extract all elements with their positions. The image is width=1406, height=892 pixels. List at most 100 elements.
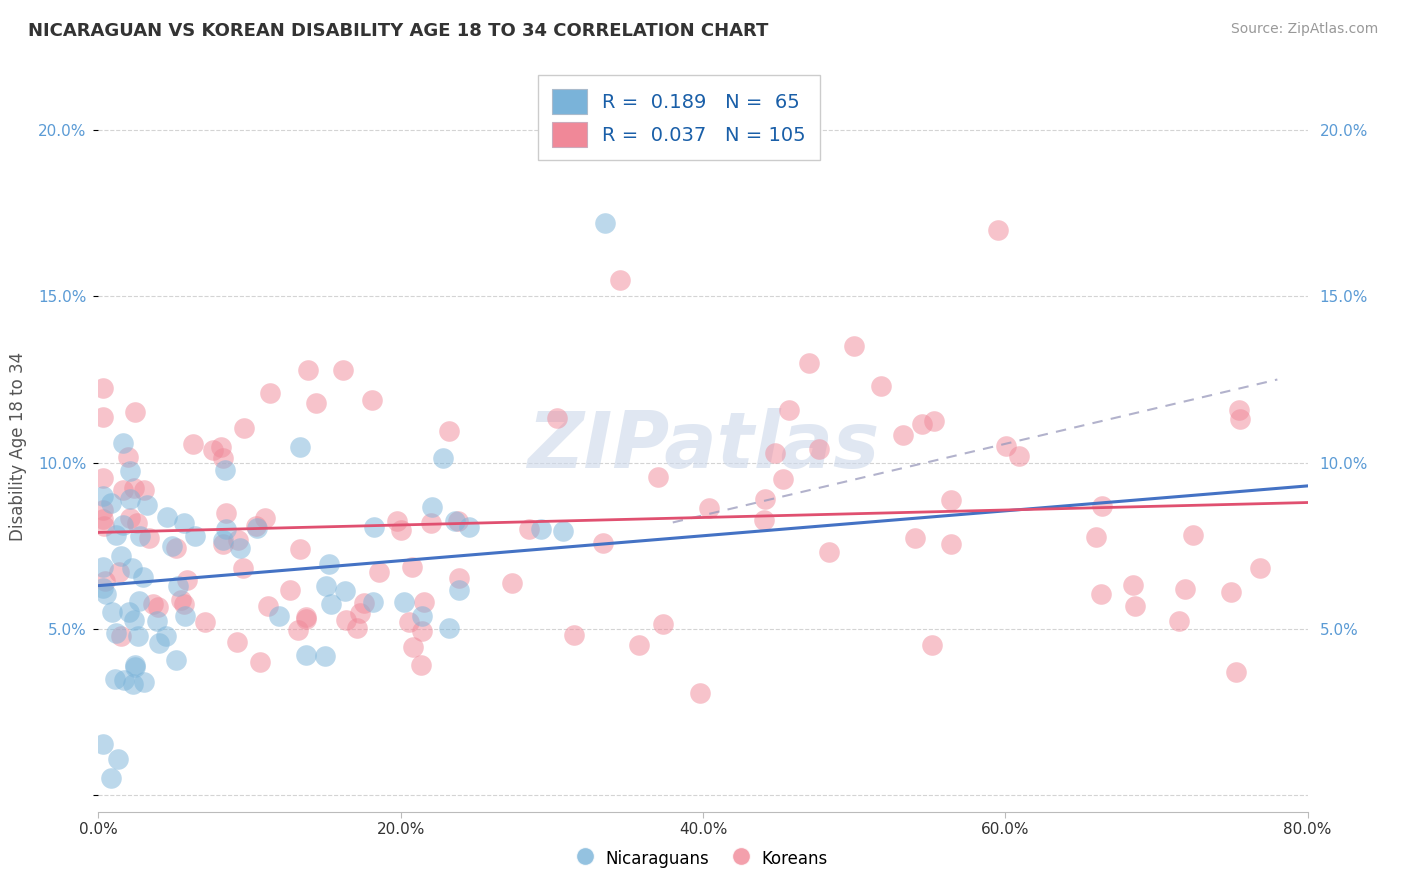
Point <box>1182 527 1205 541</box>
Point <box>332 362 354 376</box>
Point <box>211 537 233 551</box>
Point <box>297 363 319 377</box>
Point <box>91 489 114 503</box>
Point <box>443 514 465 528</box>
Point <box>763 446 786 460</box>
Point <box>295 611 318 625</box>
Point <box>1219 585 1241 599</box>
Point <box>939 493 962 508</box>
Point <box>194 615 217 629</box>
Point <box>401 559 423 574</box>
Point <box>91 582 114 596</box>
Point <box>363 520 385 534</box>
Point <box>1168 615 1191 629</box>
Point <box>349 606 371 620</box>
Point <box>146 614 169 628</box>
Point <box>335 613 357 627</box>
Point <box>593 216 616 230</box>
Point <box>447 514 470 528</box>
Point <box>101 605 124 619</box>
Point <box>447 582 470 597</box>
Point <box>120 511 142 525</box>
Point <box>91 381 114 395</box>
Point <box>120 491 142 506</box>
Point <box>111 518 134 533</box>
Point <box>110 549 132 563</box>
Point <box>225 634 247 648</box>
Point <box>100 496 122 510</box>
Point <box>176 574 198 588</box>
Point <box>389 523 412 537</box>
Point <box>290 541 312 556</box>
Point <box>209 440 232 454</box>
Point <box>94 586 117 600</box>
Point <box>699 500 721 515</box>
Point <box>392 595 415 609</box>
Point <box>457 520 479 534</box>
Point <box>754 491 776 506</box>
Point <box>412 594 434 608</box>
Point <box>212 450 235 465</box>
Point <box>121 677 143 691</box>
Point <box>128 594 150 608</box>
Point <box>647 470 669 484</box>
Point <box>105 527 128 541</box>
Point <box>315 579 337 593</box>
Point <box>214 463 236 477</box>
Point <box>447 571 470 585</box>
Point <box>420 500 443 515</box>
Point <box>156 509 179 524</box>
Point <box>409 658 432 673</box>
Point <box>253 511 276 525</box>
Point <box>869 379 891 393</box>
Point <box>215 506 238 520</box>
Point <box>910 417 932 431</box>
Point <box>108 565 131 579</box>
Point <box>844 339 866 353</box>
Point <box>387 514 409 528</box>
Point <box>398 615 420 630</box>
Point <box>921 638 943 652</box>
Point <box>609 273 631 287</box>
Point <box>628 638 651 652</box>
Point <box>124 660 146 674</box>
Point <box>295 648 318 662</box>
Text: NICARAGUAN VS KOREAN DISABILITY AGE 18 TO 34 CORRELATION CHART: NICARAGUAN VS KOREAN DISABILITY AGE 18 T… <box>28 22 769 40</box>
Point <box>305 395 328 409</box>
Point <box>91 502 114 516</box>
Point <box>287 623 309 637</box>
Point <box>752 513 775 527</box>
Point <box>1008 450 1031 464</box>
Point <box>1084 530 1107 544</box>
Point <box>432 450 454 465</box>
Point <box>142 597 165 611</box>
Point <box>411 624 433 639</box>
Point <box>939 537 962 551</box>
Point <box>122 481 145 495</box>
Point <box>1249 561 1271 575</box>
Point <box>100 772 122 786</box>
Point <box>256 599 278 613</box>
Point <box>419 516 441 530</box>
Point <box>132 483 155 497</box>
Point <box>112 673 135 688</box>
Point <box>246 521 269 535</box>
Point <box>891 428 914 442</box>
Point <box>121 561 143 575</box>
Point <box>922 414 945 428</box>
Point <box>295 610 318 624</box>
Point <box>530 522 553 536</box>
Point <box>437 425 460 439</box>
Point <box>120 464 142 478</box>
Point <box>166 541 188 555</box>
Point <box>562 628 585 642</box>
Point <box>94 574 117 588</box>
Point <box>124 405 146 419</box>
Point <box>411 608 433 623</box>
Point <box>1227 403 1250 417</box>
Point <box>124 658 146 673</box>
Point <box>259 385 281 400</box>
Point <box>183 529 205 543</box>
Point <box>229 541 252 555</box>
Point <box>91 409 114 424</box>
